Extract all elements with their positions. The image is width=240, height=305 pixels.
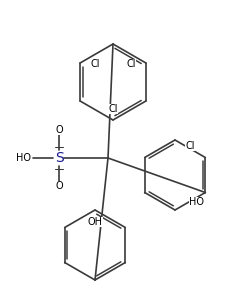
Text: HO: HO [16,153,31,163]
Text: HO: HO [189,197,204,207]
Text: OH: OH [88,217,102,227]
Text: O: O [55,181,63,191]
Text: Cl: Cl [126,59,136,69]
Text: Cl: Cl [185,141,194,151]
Text: Cl: Cl [108,104,118,114]
Text: Cl: Cl [90,59,100,69]
Text: S: S [55,151,63,165]
Text: O: O [55,125,63,135]
